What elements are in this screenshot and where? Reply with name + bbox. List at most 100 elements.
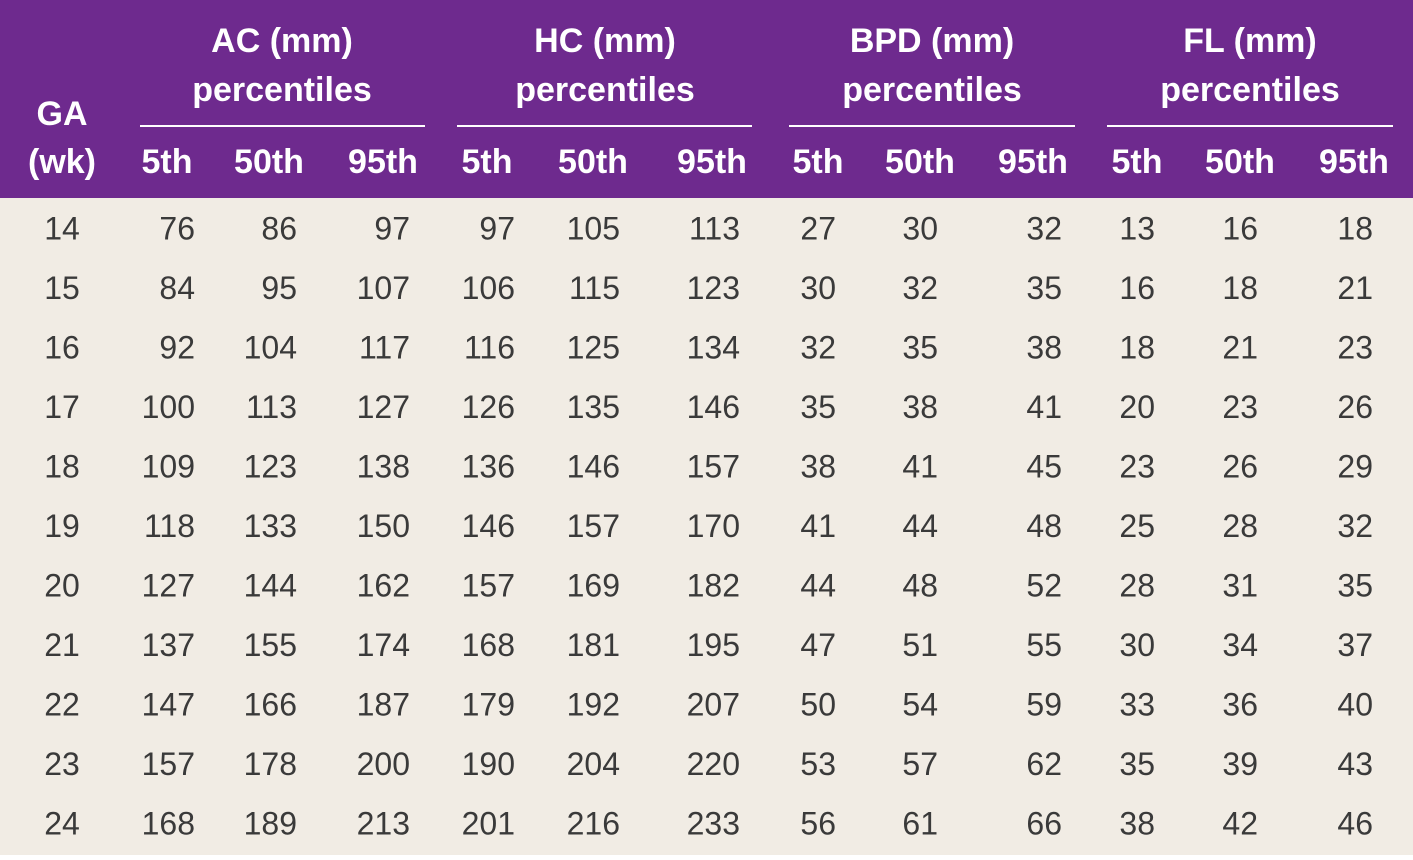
value-cell: 34 — [1222, 627, 1258, 663]
group-title: BPD (mm) — [850, 22, 1014, 60]
value-cell: 16 — [1222, 210, 1258, 246]
value-cell: 47 — [800, 627, 836, 663]
value-cell: 155 — [244, 627, 297, 663]
value-cell: 146 — [567, 448, 620, 484]
value-cell: 95 — [261, 270, 297, 306]
value-cell: 51 — [902, 627, 938, 663]
value-cell: 182 — [687, 567, 740, 603]
value-cell: 157 — [567, 508, 620, 544]
value-cell: 204 — [567, 746, 620, 782]
value-cell: 40 — [1337, 686, 1373, 722]
value-cell: 39 — [1222, 746, 1258, 782]
group-subtitle: percentiles — [192, 71, 372, 109]
value-cell: 29 — [1337, 448, 1373, 484]
value-cell: 55 — [1026, 627, 1062, 663]
value-cell: 150 — [357, 508, 410, 544]
value-cell: 136 — [462, 448, 515, 484]
value-cell: 30 — [1119, 627, 1155, 663]
value-cell: 195 — [687, 627, 740, 663]
group-subtitle: percentiles — [842, 71, 1022, 109]
value-cell: 192 — [567, 686, 620, 722]
value-cell: 35 — [800, 389, 836, 425]
percentile-header: 95th — [1319, 143, 1389, 181]
percentile-header: 50th — [885, 143, 955, 181]
value-cell: 97 — [374, 210, 410, 246]
ga-cell: 23 — [44, 746, 80, 782]
value-cell: 46 — [1337, 805, 1373, 841]
value-cell: 56 — [800, 805, 836, 841]
value-cell: 168 — [142, 805, 195, 841]
value-cell: 32 — [800, 329, 836, 365]
value-cell: 62 — [1026, 746, 1062, 782]
value-cell: 123 — [687, 270, 740, 306]
value-cell: 32 — [1026, 210, 1062, 246]
ga-cell: 16 — [44, 329, 80, 365]
percentile-header: 5th — [793, 143, 844, 181]
value-cell: 41 — [800, 508, 836, 544]
value-cell: 127 — [357, 389, 410, 425]
value-cell: 157 — [462, 567, 515, 603]
value-cell: 157 — [142, 746, 195, 782]
value-cell: 45 — [1026, 448, 1062, 484]
value-cell: 44 — [902, 508, 938, 544]
value-cell: 38 — [1026, 329, 1062, 365]
value-cell: 53 — [800, 746, 836, 782]
value-cell: 33 — [1119, 686, 1155, 722]
value-cell: 48 — [1026, 508, 1062, 544]
ga-cell: 22 — [44, 686, 80, 722]
value-cell: 189 — [244, 805, 297, 841]
value-cell: 97 — [479, 210, 515, 246]
value-cell: 105 — [567, 210, 620, 246]
value-cell: 147 — [142, 686, 195, 722]
group-subtitle: percentiles — [1160, 71, 1340, 109]
value-cell: 50 — [800, 686, 836, 722]
value-cell: 32 — [902, 270, 938, 306]
value-cell: 38 — [902, 389, 938, 425]
value-cell: 113 — [689, 210, 740, 246]
value-cell: 216 — [567, 805, 620, 841]
table-header — [0, 0, 1413, 198]
value-cell: 207 — [687, 686, 740, 722]
value-cell: 35 — [1119, 746, 1155, 782]
percentile-header: 50th — [558, 143, 628, 181]
value-cell: 178 — [244, 746, 297, 782]
value-cell: 92 — [159, 329, 195, 365]
value-cell: 36 — [1222, 686, 1258, 722]
value-cell: 21 — [1222, 329, 1258, 365]
value-cell: 201 — [462, 805, 515, 841]
value-cell: 146 — [687, 389, 740, 425]
value-cell: 187 — [357, 686, 410, 722]
group-subtitle: percentiles — [515, 71, 695, 109]
value-cell: 38 — [800, 448, 836, 484]
value-cell: 61 — [902, 805, 938, 841]
value-cell: 16 — [1119, 270, 1155, 306]
value-cell: 31 — [1222, 567, 1258, 603]
value-cell: 54 — [902, 686, 938, 722]
value-cell: 100 — [142, 389, 195, 425]
value-cell: 104 — [244, 329, 297, 365]
ga-cell: 20 — [44, 567, 80, 603]
value-cell: 48 — [902, 567, 938, 603]
value-cell: 170 — [687, 508, 740, 544]
value-cell: 35 — [902, 329, 938, 365]
value-cell: 26 — [1337, 389, 1373, 425]
value-cell: 133 — [244, 508, 297, 544]
ga-cell: 19 — [44, 508, 80, 544]
value-cell: 35 — [1337, 567, 1373, 603]
value-cell: 59 — [1026, 686, 1062, 722]
ga-cell: 24 — [44, 805, 80, 841]
value-cell: 137 — [142, 627, 195, 663]
value-cell: 76 — [159, 210, 195, 246]
value-cell: 174 — [357, 627, 410, 663]
group-title: FL (mm) — [1183, 22, 1316, 60]
value-cell: 25 — [1119, 508, 1155, 544]
value-cell: 127 — [142, 567, 195, 603]
value-cell: 220 — [687, 746, 740, 782]
ga-cell: 18 — [44, 448, 80, 484]
value-cell: 41 — [902, 448, 938, 484]
percentile-header: 95th — [998, 143, 1068, 181]
value-cell: 86 — [261, 210, 297, 246]
value-cell: 27 — [800, 210, 836, 246]
